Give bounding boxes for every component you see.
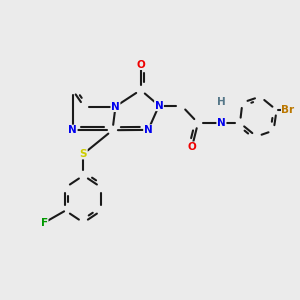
Text: F: F <box>41 218 48 228</box>
Text: N: N <box>144 125 153 135</box>
Text: N: N <box>154 100 164 111</box>
Text: O: O <box>136 59 145 70</box>
Text: N: N <box>68 125 77 135</box>
Text: N: N <box>217 118 226 128</box>
Text: N: N <box>111 101 120 112</box>
Text: Br: Br <box>281 105 295 115</box>
Text: O: O <box>188 142 196 152</box>
Text: H: H <box>217 97 226 107</box>
Text: S: S <box>80 149 87 159</box>
